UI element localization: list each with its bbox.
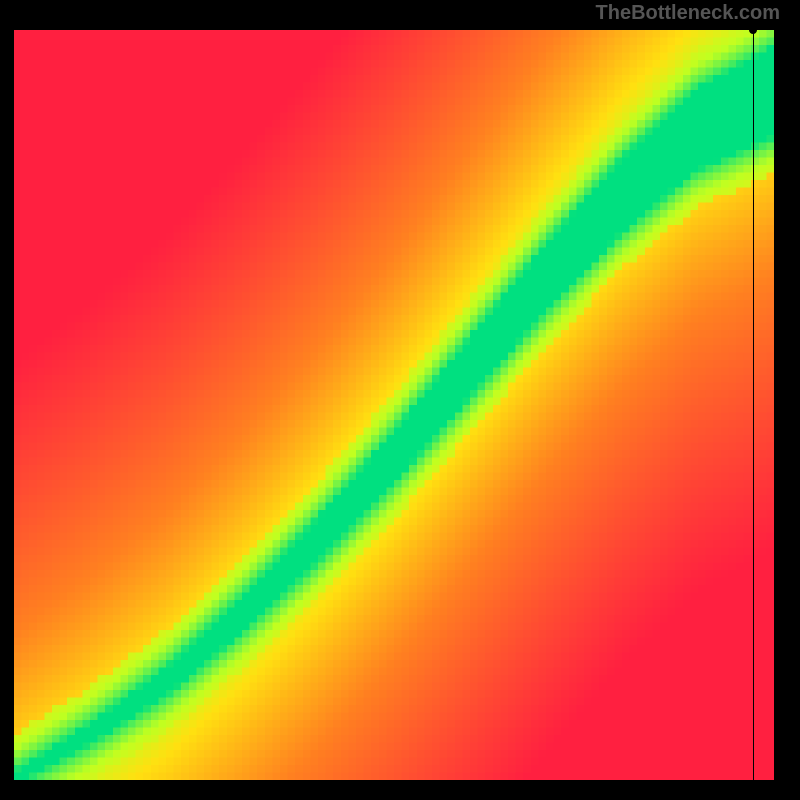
heatmap-chart xyxy=(14,30,774,780)
vertical-indicator-line xyxy=(753,30,754,780)
heatmap-canvas xyxy=(14,30,774,780)
watermark-text: TheBottleneck.com xyxy=(596,2,780,25)
